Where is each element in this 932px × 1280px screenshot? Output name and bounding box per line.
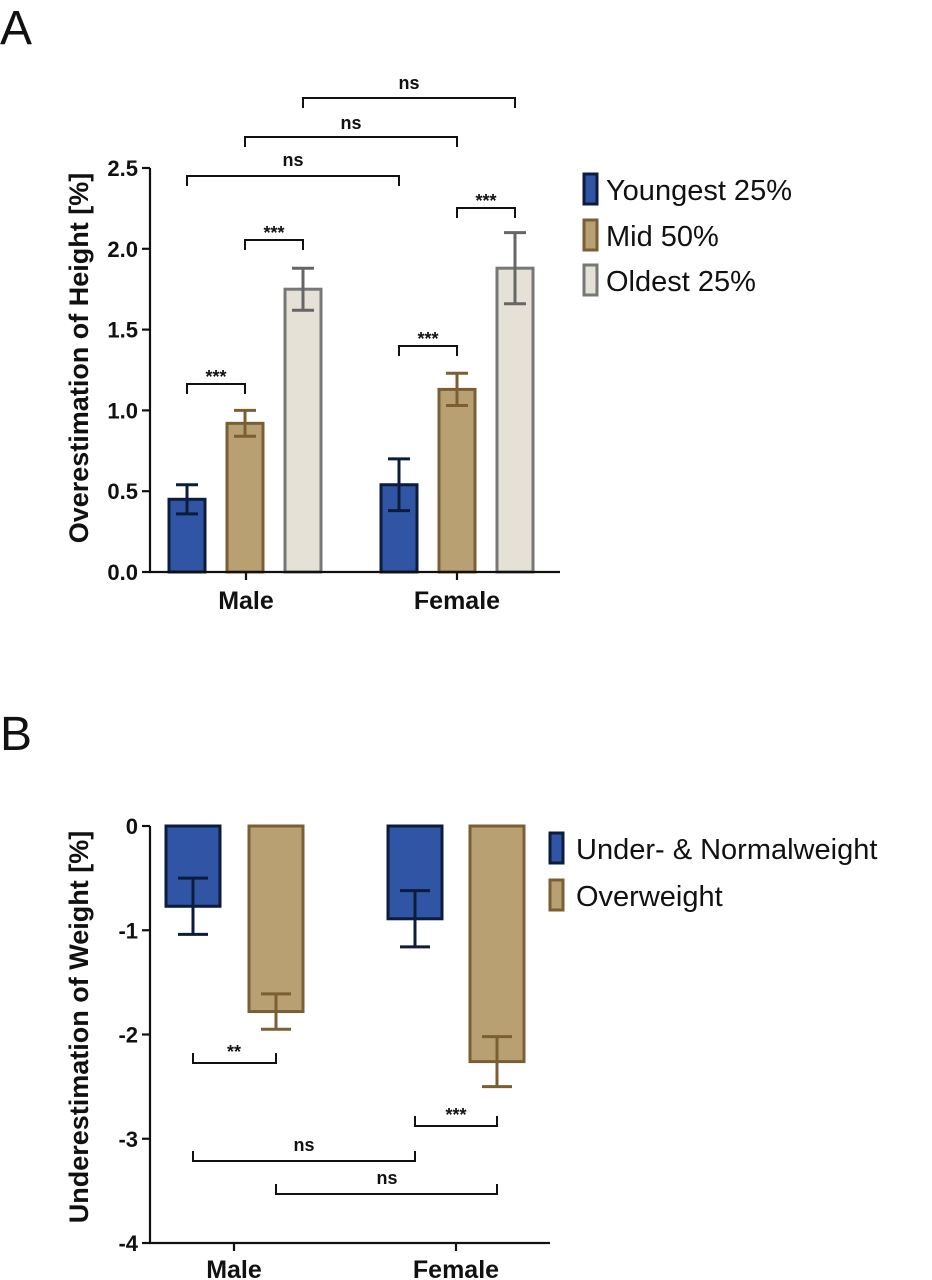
panel-a-error-bar-male-series-1 [234, 408, 256, 438]
panel-b-error-bar-male-series-0 [178, 876, 208, 936]
panel-a-error-bar-male-series-2 [292, 266, 314, 312]
panel-b-y-tick-label-2: -2 [118, 1023, 138, 1048]
panel-a-bar-female-series-2 [495, 266, 535, 574]
legend-swatch-youngest [582, 172, 599, 206]
panel-a-y-tick-label-4: 2.0 [107, 237, 138, 262]
legend-swatch-overweight [548, 878, 565, 912]
panel-b-letter: B [0, 708, 32, 761]
panel-b-category-female: Female [413, 1256, 499, 1280]
panel-b-sig-over-male-female: ns [376, 1168, 397, 1188]
panel-a-bracket-female-young-mid [398, 345, 458, 356]
panel-a-y-tick-label-3: 1.5 [107, 318, 138, 343]
legend-label-overweight: Overweight [576, 881, 723, 913]
panel-b-bracket-male [192, 1053, 277, 1064]
panel-b-category-male: Male [206, 1256, 262, 1280]
panel-b-error-bar-male-series-1 [261, 992, 291, 1031]
panel-b-error-bar-female-series-1 [482, 1035, 512, 1089]
legend-label-youngest: Youngest 25% [606, 175, 792, 207]
legend-swatch-mid [582, 218, 599, 252]
panel-b-y-axis-label: Underestimation of Weight [%] [64, 831, 94, 1224]
panel-a-y-ticks: 0.0 0.5 1.0 1.5 2.0 2.5 [107, 156, 150, 585]
panel-b: B Underestimation of Weight [%] 0 -1 -2 -3 -… [0, 708, 877, 1280]
panel-a-legend: Youngest 25% Mid 50% Oldest 25% [582, 172, 792, 298]
panel-b-error-bar-female-series-0 [400, 889, 430, 949]
panel-a-y-tick-label-5: 2.5 [107, 156, 138, 181]
panel-a-sig-young-male-female: ns [282, 150, 303, 170]
panel-a-error-bars [176, 231, 526, 516]
panel-a-bracket-young-male-female [186, 175, 400, 186]
panel-b-bars [164, 824, 526, 1064]
panel-a-y-tick-label-2: 1.0 [107, 398, 138, 423]
panel-b-sig-normal-male-female: ns [293, 1135, 314, 1155]
panel-b-sig-female: *** [445, 1105, 466, 1125]
panel-b-bracket-over-male-female [275, 1184, 498, 1195]
panel-b-error-bars [178, 876, 512, 1089]
panel-a-y-axis-label: Overestimation of Height [%] [64, 173, 94, 544]
panel-a-bars [167, 266, 535, 574]
panel-a-sig-female-mid-old: *** [475, 191, 496, 211]
panel-b-y-tick-label-3: -3 [118, 1127, 138, 1152]
panel-a-error-bar-female-series-1 [446, 371, 468, 408]
panel-a-bar-male-series-1 [225, 421, 265, 574]
panel-a-category-male: Male [218, 587, 274, 615]
panel-a-sig-mid-male-female: ns [340, 113, 361, 133]
panel-a-error-bar-female-series-0 [388, 457, 410, 513]
panel-a-bracket-mid-male-female [244, 136, 458, 147]
panel-b-y-tick-label-1: -1 [118, 918, 138, 943]
panel-b-bar-female-series-1 [468, 824, 526, 1064]
panel-b-bracket-normal-male-female [192, 1151, 416, 1162]
panel-a-bar-male-series-2 [283, 287, 323, 574]
panel-a-error-bar-female-series-2 [504, 231, 526, 306]
panel-a-bar-female-series-1 [437, 387, 477, 574]
panel-a-sig-female-young-mid: *** [417, 329, 438, 349]
panel-a-sig-old-male-female: ns [398, 73, 419, 93]
panel-b-y-tick-label-4: -4 [118, 1231, 138, 1256]
panel-a-bracket-female-mid-old [456, 207, 516, 218]
panel-a-bracket-old-male-female [302, 97, 516, 108]
panel-a-axes [148, 168, 560, 574]
legend-label-oldest: Oldest 25% [606, 266, 756, 298]
panel-a-bracket-male-young-mid [186, 383, 246, 394]
panel-a-letter: A [0, 2, 32, 55]
panel-a-y-tick-label-1: 0.5 [107, 479, 138, 504]
panel-b-bar-male-series-1 [247, 824, 305, 1014]
panel-a-error-bar-male-series-0 [176, 483, 198, 516]
panel-b-axes [148, 826, 550, 1245]
panel-b-sig-male: ** [227, 1042, 241, 1062]
panel-a-sig-male-young-mid: *** [205, 367, 226, 387]
panel-b-y-tick-label-0: 0 [126, 814, 138, 839]
panel-a-category-female: Female [414, 587, 500, 615]
panel-b-legend: Under- & Normalweight Overweight [548, 831, 877, 913]
panel-a-sig-male-mid-old: *** [263, 223, 284, 243]
legend-label-normalweight: Under- & Normalweight [576, 834, 877, 866]
legend-label-mid: Mid 50% [606, 221, 719, 253]
panel-a-y-tick-label-0: 0.0 [107, 560, 138, 585]
legend-swatch-oldest [582, 263, 599, 297]
legend-swatch-normalweight [548, 831, 565, 865]
panel-b-y-ticks: 0 -1 -2 -3 -4 [118, 814, 150, 1256]
panel-a: A Overestimation of Height [%] 0.0 0.5 1.0… [0, 2, 792, 615]
panel-a-bracket-male-mid-old [244, 239, 304, 250]
panel-b-bracket-female [414, 1116, 498, 1127]
